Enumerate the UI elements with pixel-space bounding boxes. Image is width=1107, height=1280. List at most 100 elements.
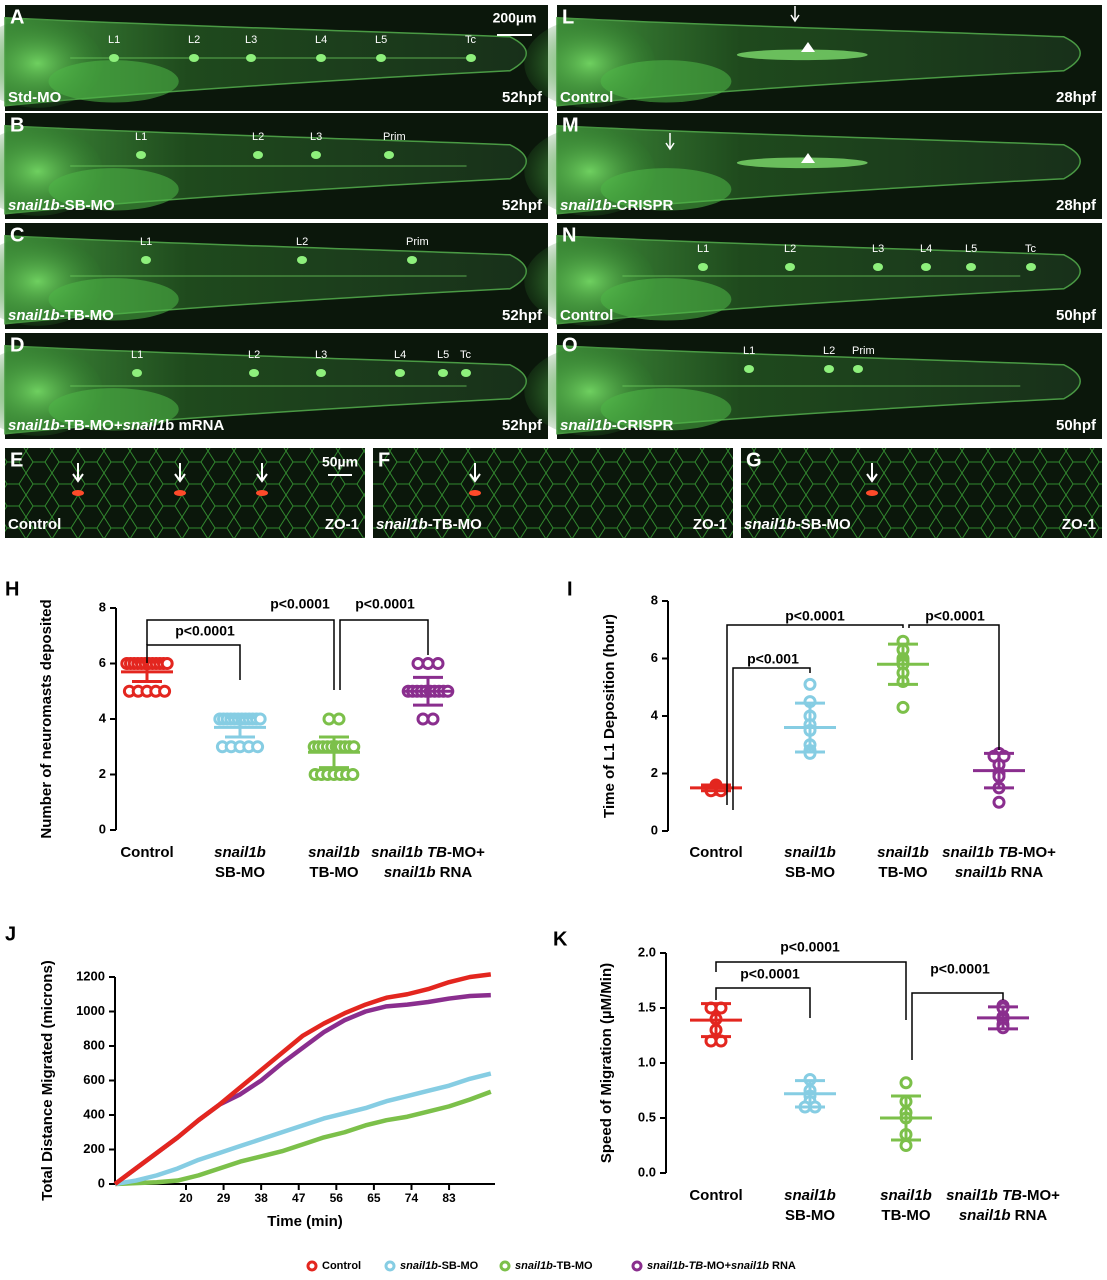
neuromast [698, 263, 708, 271]
zo1-puncta [72, 490, 84, 496]
yolk [48, 278, 179, 321]
condition-label: snail1b-SB-MO [744, 516, 851, 533]
text-segment: -TB-MO [60, 307, 114, 324]
legend-label: Control [322, 1260, 361, 1272]
text-segment: snail1b TB [942, 844, 1018, 861]
neuromast [438, 369, 448, 377]
zo1-puncta [469, 490, 481, 496]
text-segment: Control [689, 1187, 742, 1204]
text-segment: Std-MO [8, 89, 62, 106]
series-line [113, 972, 492, 1186]
neuromast-label: L1 [135, 131, 147, 143]
neuromast [109, 54, 119, 62]
neuromast-label: L2 [252, 131, 264, 143]
y-tick-label: 0 [98, 1175, 105, 1190]
text-segment: -SB-MO [796, 516, 851, 533]
category-label: SB-MO [785, 864, 835, 881]
neuromast-label: Tc [1025, 243, 1037, 255]
neuromast-label: L4 [394, 349, 406, 361]
text-segment: snail1b [877, 844, 929, 861]
neuromast-label: L5 [375, 34, 387, 46]
text-segment: snail1b [959, 1207, 1011, 1224]
p-value: p<0.0001 [355, 596, 415, 612]
category-label: TB-MO [309, 864, 358, 881]
arrow [866, 463, 878, 483]
y-tick-label: 8 [651, 592, 658, 607]
panel-letter: I [567, 578, 573, 600]
x-tick-label: 20 [179, 1191, 193, 1205]
neuromast-label: L2 [248, 349, 260, 361]
condition-label: snail1b-CRISPR [560, 417, 674, 434]
neuromast [466, 54, 476, 62]
neuromast [921, 263, 931, 271]
neuromast [316, 369, 326, 377]
legend-label: snail1b-TB-MO+snail1b RNA [647, 1260, 796, 1272]
significance-bracket [911, 992, 1004, 1060]
cell-outlines [741, 448, 1102, 538]
text-segment: -CRISPR [612, 197, 674, 214]
zo1-puncta [256, 490, 268, 496]
sd-bar [888, 642, 918, 686]
scale-label: 50µm [322, 454, 358, 470]
arrowhead [801, 153, 815, 163]
neuromast-label: Prim [383, 131, 406, 143]
condition-label: Std-MO [8, 89, 62, 106]
data-point [992, 795, 1006, 809]
neuromast-label: L4 [920, 243, 932, 255]
category-label: snail1b [784, 844, 836, 861]
condition-label: snail1b-SB-MO [8, 197, 115, 214]
neuromast [189, 54, 199, 62]
x-axis-label: Time (min) [267, 1213, 343, 1230]
text-segment: RNA [1011, 1207, 1048, 1224]
y-axis-label: Speed of Migration (µM/Min) [598, 963, 615, 1163]
y-tick-label: 4 [651, 707, 659, 722]
p-value: p<0.0001 [740, 966, 800, 982]
stage-label: 50hpf [1056, 307, 1097, 324]
panel-letter: M [562, 114, 579, 136]
arrow [72, 463, 84, 483]
text-segment: snail1b [376, 516, 428, 533]
data-point [332, 712, 346, 726]
scale-label: 200µm [493, 10, 537, 26]
data-point [158, 684, 172, 698]
text-segment: Control [689, 844, 742, 861]
category-label: Control [120, 844, 173, 861]
panel-letter: G [746, 449, 762, 471]
neuromast-label: L1 [743, 345, 755, 357]
neuromast-label: L1 [697, 243, 709, 255]
data-point [253, 712, 267, 726]
sd-bar [413, 675, 443, 707]
primordium [736, 49, 868, 61]
panel-letter: D [10, 334, 24, 356]
text-segment: snail1b TB [371, 844, 447, 861]
neuromast [785, 263, 795, 271]
category-label: TB-MO [878, 864, 927, 881]
category-label: SB-MO [215, 864, 265, 881]
neuromast [395, 369, 405, 377]
neuromast-label: L1 [140, 236, 152, 248]
condition-label: snail1b-TB-MO+snail1b mRNA [8, 417, 224, 434]
text-segment: snail1b [880, 1187, 932, 1204]
neuromast-label: Tc [460, 349, 472, 361]
text-segment: Control [560, 307, 613, 324]
stage-label: 52hpf [502, 89, 543, 106]
stage-label: ZO-1 [693, 516, 727, 533]
text-segment: -SB-MO [438, 1260, 479, 1272]
neuromast [384, 151, 394, 159]
neuromast-label: Prim [406, 236, 429, 248]
legend-marker [306, 1260, 318, 1272]
text-segment: RNA [436, 864, 473, 881]
stage-label: 52hpf [502, 417, 543, 434]
text-segment: TB-MO [878, 864, 927, 881]
panel-letter: F [378, 449, 390, 471]
significance-bracket [726, 624, 904, 805]
y-tick-label: 800 [83, 1037, 105, 1052]
neuromast [297, 256, 307, 264]
yolk [600, 278, 732, 321]
y-tick-label: 600 [83, 1072, 105, 1087]
arrow [469, 463, 481, 483]
p-value: p<0.0001 [780, 939, 840, 955]
condition-label: Control [560, 307, 613, 324]
panel-letter: J [5, 923, 16, 945]
text-segment: Control [322, 1260, 361, 1272]
